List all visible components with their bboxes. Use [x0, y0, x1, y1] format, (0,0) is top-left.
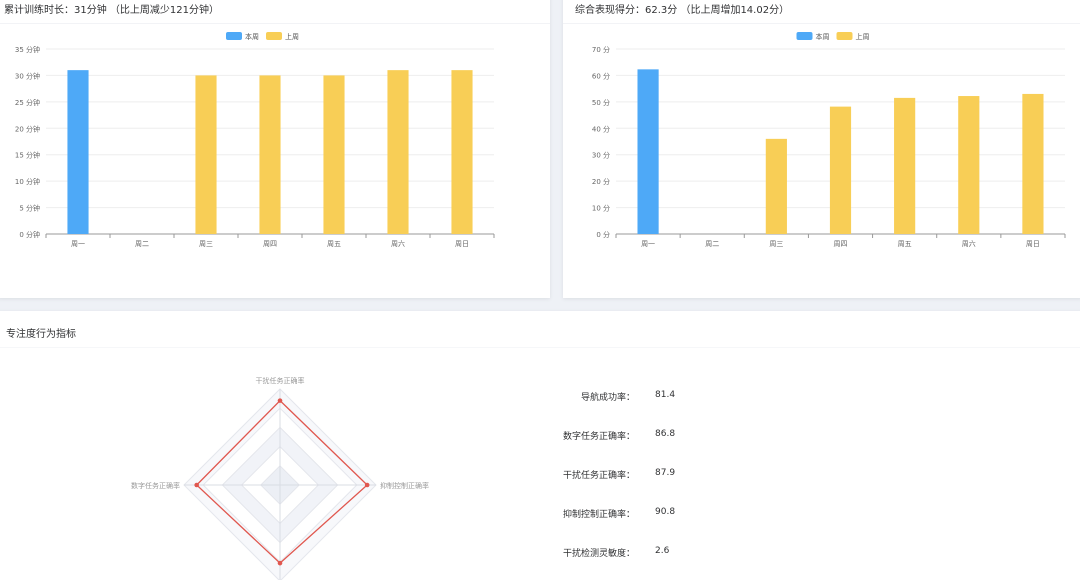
y-tick-label: 10 分 — [592, 204, 610, 213]
x-tick-label: 周日 — [1026, 240, 1040, 248]
x-tick-label: 周一 — [71, 240, 85, 248]
radar-point — [277, 398, 283, 403]
y-tick-label: 35 分钟 — [15, 45, 40, 54]
focus-radar-chart: 干扰任务正确率抑制控制正确率导航成功率数字任务正确率 — [131, 376, 429, 580]
legend-swatch — [226, 32, 242, 40]
legend-swatch — [796, 32, 813, 40]
metric-value: 81.4 — [655, 390, 676, 400]
y-tick-label: 25 分钟 — [15, 98, 40, 107]
bar — [894, 97, 916, 235]
x-tick-label: 周四 — [263, 240, 277, 248]
bar — [259, 75, 281, 234]
x-tick-label: 周一 — [641, 240, 655, 248]
bar — [195, 75, 217, 234]
bar — [829, 106, 852, 234]
bar — [1022, 93, 1044, 234]
score-chart: 本周 上周 0 分 10 分 20 分 30 分 40 分 50 分 60 分 70 分周一 周二 周… — [592, 32, 1066, 248]
bar — [451, 70, 473, 234]
y-tick-label: 40 分 — [592, 124, 610, 133]
x-tick-label: 周六 — [962, 239, 976, 248]
x-tick-label: 周二 — [705, 240, 719, 248]
y-tick-label: 50 分 — [592, 98, 610, 107]
legend-label: 上周 — [285, 32, 299, 41]
focus-metrics-list: 导航成功率： 81.4 数字任务正确率： 86.8 干扰任务正确率： 87.9 … — [560, 390, 720, 585]
y-tick-label: 0 分钟 — [19, 230, 40, 239]
bar — [958, 96, 980, 235]
y-tick-label: 60 分 — [592, 71, 610, 80]
divider — [0, 347, 1080, 348]
x-tick-label: 周三 — [769, 240, 783, 248]
metric-row: 干扰任务正确率： 87.9 — [560, 468, 720, 507]
y-tick-label: 20 分 — [592, 177, 610, 186]
metric-label: 抑制控制正确率： — [562, 510, 635, 520]
metric-value: 86.8 — [655, 429, 676, 439]
radar-indicator-label: 抑制控制正确率 — [380, 481, 429, 490]
radar-indicator-label: 数字任务正确率 — [131, 481, 180, 490]
metric-label: 数字任务正确率： — [562, 432, 635, 442]
y-tick-label: 5 分钟 — [19, 204, 40, 213]
metric-row: 数字任务正确率： 86.8 — [560, 429, 720, 468]
x-tick-label: 周五 — [327, 240, 341, 248]
legend-swatch — [836, 32, 853, 40]
bar — [323, 75, 345, 234]
bar — [765, 138, 787, 234]
y-tick-label: 30 分 — [592, 151, 610, 160]
metric-row: 抑制控制正确率： 90.8 — [560, 507, 720, 546]
legend-label: 本周 — [245, 32, 259, 41]
radar-indicator-label: 干扰任务正确率 — [256, 376, 305, 385]
radar-point — [364, 482, 370, 488]
y-tick-label: 10 分钟 — [15, 177, 40, 186]
training-duration-chart: 本周 上周 0 分钟 5 分钟 10 分钟 15 分钟 20 分钟 25 分钟 30 分钟 35 … — [15, 32, 495, 248]
y-tick-label: 15 分钟 — [15, 151, 40, 160]
metric-value: 87.9 — [655, 468, 676, 478]
legend-swatch — [266, 32, 282, 40]
metric-value: 90.8 — [655, 507, 676, 517]
metric-label: 干扰检测灵敏度： — [562, 549, 635, 559]
chart-legend: 本周 上周 — [796, 32, 870, 41]
score-title: 综合表现得分：62.3分 （比上周增加14.02分） — [575, 5, 790, 16]
x-tick-label: 周日 — [455, 240, 469, 248]
legend-label: 上周 — [856, 32, 870, 41]
divider — [563, 23, 1080, 24]
metric-row: 导航成功率： 81.4 — [560, 390, 720, 429]
x-tick-label: 周二 — [135, 240, 149, 248]
x-tick-label: 周六 — [391, 239, 405, 248]
radar-point — [277, 560, 283, 566]
bar — [387, 70, 409, 234]
bar — [637, 69, 659, 234]
score-card: 综合表现得分：62.3分 （比上周增加14.02分） 本周 上周 0 分 10 分 20… — [563, 0, 1080, 298]
y-tick-label: 20 分钟 — [15, 124, 40, 133]
training-duration-card: 累计训练时长：31分钟 （比上周减少121分钟） 本周 上周 0 分钟 5 分钟 10 … — [0, 0, 550, 298]
divider — [0, 23, 550, 24]
metric-value: 2.6 — [655, 546, 670, 556]
focus-card: 专注度行为指标 — [0, 311, 1080, 586]
x-tick-label: 周三 — [199, 240, 213, 248]
training-duration-title: 累计训练时长：31分钟 （比上周减少121分钟） — [4, 5, 219, 16]
y-tick-label: 30 分钟 — [15, 71, 40, 80]
y-tick-label: 70 分 — [592, 45, 610, 54]
metric-label: 干扰任务正确率： — [562, 471, 635, 481]
x-tick-label: 周五 — [898, 240, 912, 248]
x-tick-label: 周四 — [834, 240, 848, 248]
y-tick-label: 0 分 — [596, 230, 610, 239]
focus-title: 专注度行为指标 — [6, 329, 76, 340]
metric-row: 干扰检测灵敏度： 2.6 — [560, 546, 720, 585]
legend-label: 本周 — [816, 32, 830, 41]
bar — [67, 70, 89, 234]
metric-label: 导航成功率： — [580, 393, 635, 403]
radar-point — [194, 482, 199, 488]
chart-legend: 本周 上周 — [226, 32, 299, 41]
